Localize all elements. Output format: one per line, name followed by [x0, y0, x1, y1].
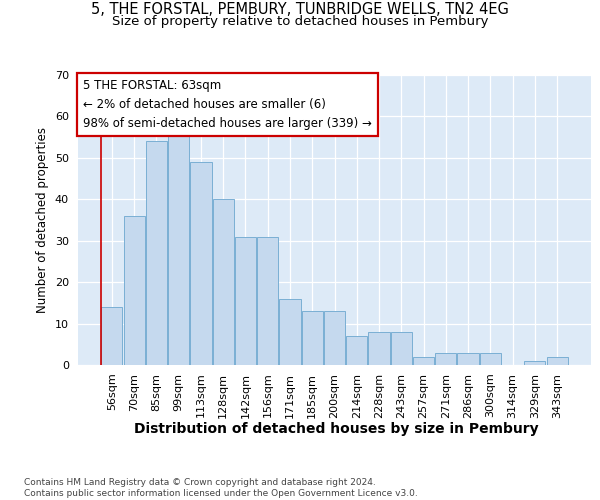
Bar: [435, 352, 457, 365]
Bar: [168, 129, 189, 365]
Bar: [235, 236, 256, 365]
Text: 5 THE FORSTAL: 63sqm
← 2% of detached houses are smaller (6)
98% of semi-detache: 5 THE FORSTAL: 63sqm ← 2% of detached ho…: [83, 80, 372, 130]
Bar: [324, 311, 345, 365]
Bar: [547, 356, 568, 365]
Bar: [368, 332, 389, 365]
Bar: [280, 298, 301, 365]
Text: Distribution of detached houses by size in Pembury: Distribution of detached houses by size …: [134, 422, 538, 436]
Bar: [257, 236, 278, 365]
Bar: [346, 336, 367, 365]
Bar: [146, 142, 167, 365]
Text: 5, THE FORSTAL, PEMBURY, TUNBRIDGE WELLS, TN2 4EG: 5, THE FORSTAL, PEMBURY, TUNBRIDGE WELLS…: [91, 2, 509, 18]
Text: Contains HM Land Registry data © Crown copyright and database right 2024.
Contai: Contains HM Land Registry data © Crown c…: [24, 478, 418, 498]
Bar: [457, 352, 479, 365]
Y-axis label: Number of detached properties: Number of detached properties: [36, 127, 49, 313]
Bar: [190, 162, 212, 365]
Bar: [302, 311, 323, 365]
Bar: [124, 216, 145, 365]
Bar: [212, 200, 234, 365]
Bar: [413, 356, 434, 365]
Bar: [391, 332, 412, 365]
Bar: [524, 361, 545, 365]
Bar: [480, 352, 501, 365]
Bar: [101, 307, 122, 365]
Text: Size of property relative to detached houses in Pembury: Size of property relative to detached ho…: [112, 15, 488, 28]
